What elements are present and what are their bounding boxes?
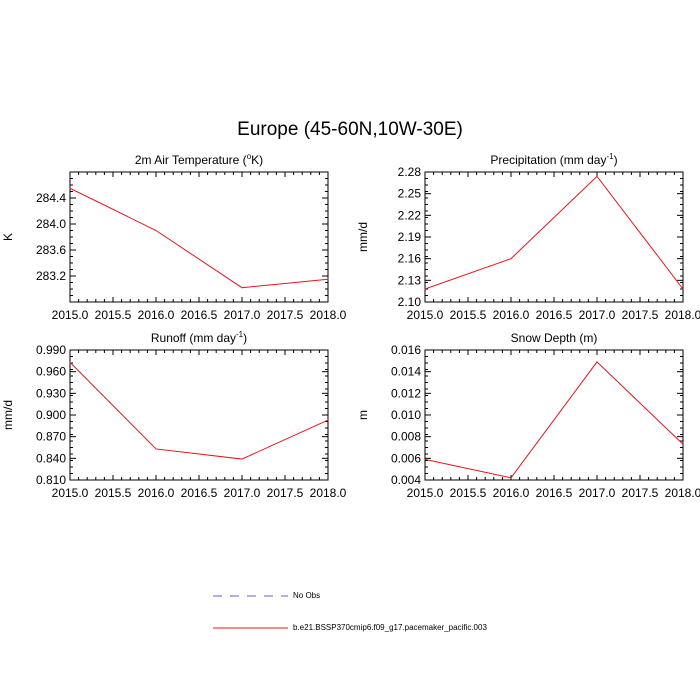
y-tick-label: 2.16 xyxy=(398,252,422,266)
data-point xyxy=(510,258,512,260)
data-point xyxy=(155,448,157,450)
series-line xyxy=(424,361,684,479)
x-tick-label: 2017.0 xyxy=(579,486,616,500)
y-tick-label: 0.008 xyxy=(391,430,421,444)
x-tick-label: 2018.0 xyxy=(310,308,347,322)
x-tick-label: 2015.0 xyxy=(407,308,444,322)
x-tick-label: 2015.0 xyxy=(52,486,89,500)
series-line xyxy=(424,175,684,290)
chart-panel-4: 2015.0 2015.5 2016.0 2016.5 2017.0 2017.5 2018… xyxy=(356,331,700,500)
y-axis-label: m xyxy=(356,410,370,420)
y-tick-label: 0.016 xyxy=(391,343,421,357)
y-tick-label: 0.990 xyxy=(36,343,66,357)
data-point xyxy=(596,361,598,363)
plot-frame xyxy=(424,171,684,303)
y-tick-label: 283.2 xyxy=(36,269,66,283)
x-tick-label: 2017.5 xyxy=(622,308,659,322)
y-tick-label: 0.010 xyxy=(391,408,421,422)
plot-frame xyxy=(69,349,329,481)
chart-panel-1: 2015.0 2015.5 2016.0 2016.5 2017.0 2017.5 2018… xyxy=(1,152,347,322)
x-tick-label: 2016.0 xyxy=(138,486,175,500)
data-point xyxy=(241,287,243,289)
data-point xyxy=(155,230,157,231)
x-tick-label: 2017.5 xyxy=(622,486,659,500)
y-tick-label: 2.25 xyxy=(398,187,422,201)
x-tick-label: 2016.5 xyxy=(536,308,573,322)
x-tick-label: 2016.5 xyxy=(536,486,573,500)
x-tick-label: 2015.5 xyxy=(95,486,132,500)
chart-panel-2: 2015.0 2015.5 2016.0 2016.5 2017.0 2017.5 2018… xyxy=(356,152,700,322)
x-tick-label: 2018.0 xyxy=(310,486,347,500)
x-tick-label: 2015.5 xyxy=(450,486,487,500)
data-point xyxy=(424,288,426,290)
panel-title: Runoff (mm day-1) xyxy=(151,330,247,345)
x-tick-label: 2015.5 xyxy=(95,308,132,322)
x-tick-label: 2017.0 xyxy=(579,308,616,322)
x-tick-label: 2015.0 xyxy=(407,486,444,500)
y-axis-label: mm/d xyxy=(356,222,370,252)
x-tick-label: 2017.0 xyxy=(224,486,261,500)
y-tick-label: 0.006 xyxy=(391,451,421,465)
page-title: Europe (45-60N,10W-30E) xyxy=(237,119,463,140)
y-tick-label: 284.4 xyxy=(36,191,66,205)
data-point xyxy=(682,443,684,445)
y-tick-label: 0.930 xyxy=(36,386,66,400)
y-tick-label: 0.870 xyxy=(36,430,66,444)
x-tick-label: 2018.0 xyxy=(665,308,700,322)
plot-frame xyxy=(69,171,329,303)
y-tick-label: 2.13 xyxy=(398,273,422,287)
panel-title: Precipitation (mm day-1) xyxy=(490,152,617,167)
data-point xyxy=(69,361,71,363)
panel-title: 2m Air Temperature (oK) xyxy=(135,152,263,167)
y-tick-label: 0.004 xyxy=(391,473,421,487)
panel-title: Snow Depth (m) xyxy=(511,331,598,345)
data-point xyxy=(510,477,512,479)
data-point xyxy=(596,175,598,177)
data-point xyxy=(327,278,329,280)
x-tick-label: 2016.5 xyxy=(181,308,218,322)
y-tick-label: 0.014 xyxy=(391,365,421,379)
series-line xyxy=(69,361,329,460)
y-tick-label: 2.10 xyxy=(398,295,422,309)
x-tick-label: 2017.5 xyxy=(267,486,304,500)
y-tick-label: 283.6 xyxy=(36,243,66,257)
x-tick-label: 2015.5 xyxy=(450,308,487,322)
y-tick-label: 0.840 xyxy=(36,451,66,465)
y-axis-label: K xyxy=(1,233,15,241)
x-tick-label: 2016.5 xyxy=(181,486,218,500)
data-point xyxy=(424,458,426,460)
y-tick-label: 2.19 xyxy=(398,230,422,244)
data-point xyxy=(69,187,71,189)
data-point xyxy=(682,288,684,290)
chart-panel-3: 2015.0 2015.5 2016.0 2016.5 2017.0 2017.5 2018… xyxy=(1,330,347,500)
y-tick-label: 2.28 xyxy=(398,165,422,179)
x-tick-label: 2015.0 xyxy=(52,308,89,322)
y-tick-label: 0.900 xyxy=(36,408,66,422)
series-line xyxy=(69,187,329,289)
plot-frame xyxy=(424,349,684,481)
y-tick-label: 284.0 xyxy=(36,217,66,231)
x-tick-label: 2016.0 xyxy=(138,308,175,322)
x-tick-label: 2017.5 xyxy=(267,308,304,322)
y-tick-label: 0.960 xyxy=(36,365,66,379)
x-tick-label: 2018.0 xyxy=(665,486,700,500)
data-point xyxy=(327,419,329,421)
x-tick-label: 2016.0 xyxy=(493,308,530,322)
y-tick-label: 0.012 xyxy=(391,386,421,400)
data-point xyxy=(241,458,243,460)
y-tick-label: 2.22 xyxy=(398,208,422,222)
x-tick-label: 2016.0 xyxy=(493,486,530,500)
y-tick-label: 0.810 xyxy=(36,473,66,487)
y-axis-label: mm/d xyxy=(1,400,15,430)
x-tick-label: 2017.0 xyxy=(224,308,261,322)
